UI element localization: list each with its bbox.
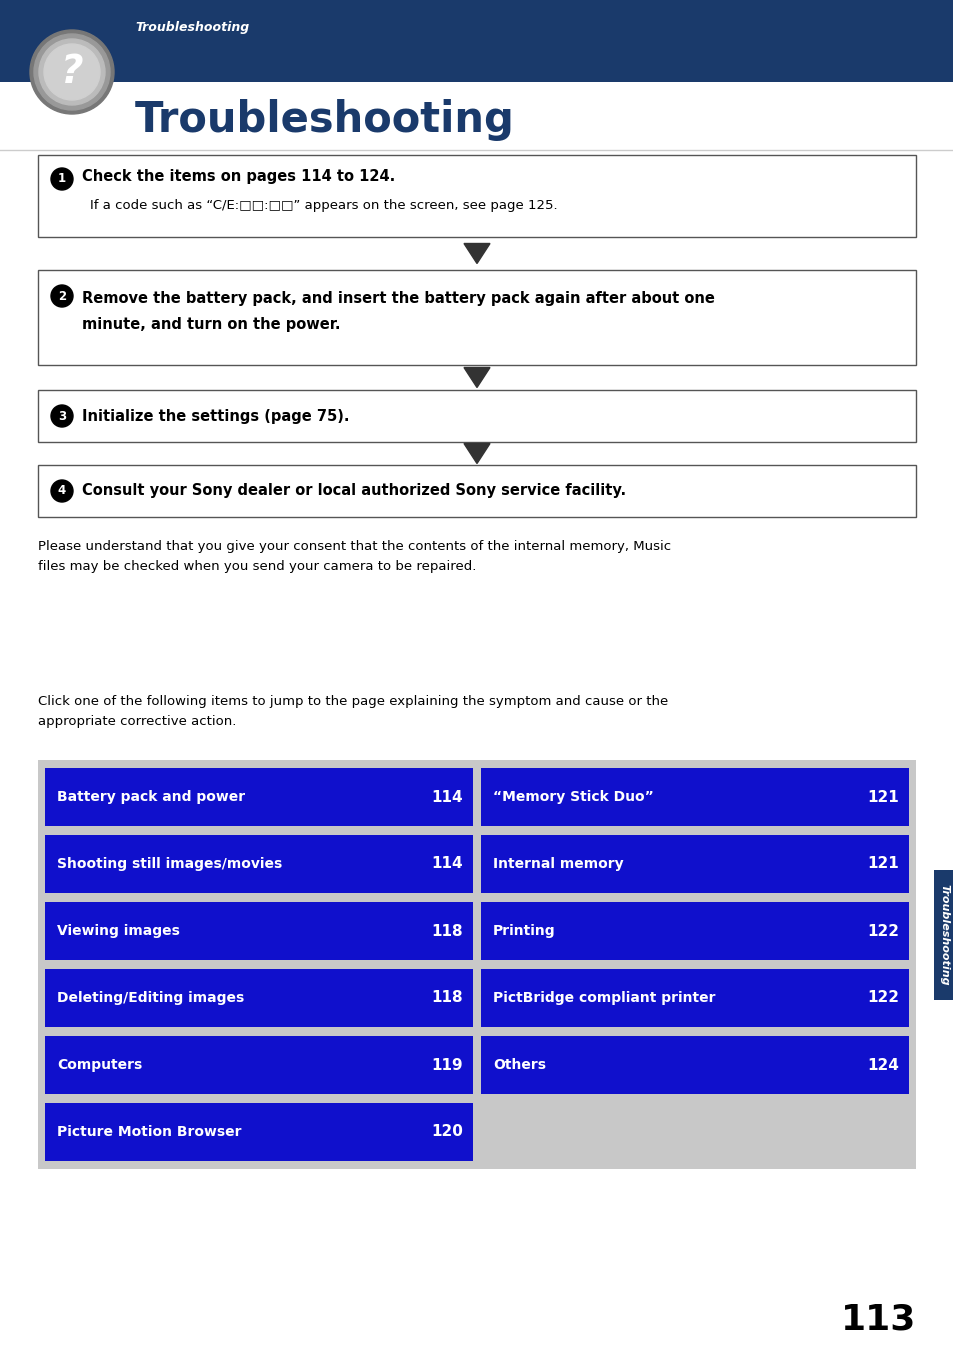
Text: 118: 118 — [431, 924, 462, 939]
Text: Viewing images: Viewing images — [57, 924, 180, 938]
Text: Picture Motion Browser: Picture Motion Browser — [57, 1125, 241, 1139]
Text: 120: 120 — [431, 1125, 462, 1140]
Text: Consult your Sony dealer or local authorized Sony service facility.: Consult your Sony dealer or local author… — [82, 483, 625, 498]
Text: Troubleshooting: Troubleshooting — [135, 99, 515, 141]
Bar — [38, 270, 915, 365]
Text: files may be checked when you send your camera to be repaired.: files may be checked when you send your … — [38, 560, 476, 573]
Text: 114: 114 — [431, 790, 462, 805]
Bar — [45, 1103, 473, 1162]
Polygon shape — [463, 368, 490, 388]
Circle shape — [34, 34, 110, 110]
Text: If you experience trouble with your camera, try the following solutions.: If you experience trouble with your came… — [38, 176, 512, 190]
Text: 113: 113 — [840, 1301, 915, 1337]
Text: 1: 1 — [58, 172, 66, 186]
Circle shape — [44, 43, 100, 100]
Bar — [480, 969, 908, 1027]
Bar — [480, 1035, 908, 1094]
Text: 121: 121 — [866, 856, 898, 871]
Text: Troubleshooting: Troubleshooting — [135, 22, 249, 34]
Bar — [45, 768, 473, 826]
Text: appropriate corrective action.: appropriate corrective action. — [38, 715, 236, 727]
Text: 4: 4 — [58, 484, 66, 498]
Bar — [480, 835, 908, 893]
Bar — [480, 902, 908, 959]
Text: 118: 118 — [431, 991, 462, 1006]
Text: Remove the battery pack, and insert the battery pack again after about one: Remove the battery pack, and insert the … — [82, 290, 714, 305]
Bar — [933, 870, 953, 1000]
Bar — [0, 0, 953, 81]
Text: 3: 3 — [58, 410, 66, 422]
Polygon shape — [463, 243, 490, 263]
Text: Click one of the following items to jump to the page explaining the symptom and : Click one of the following items to jump… — [38, 695, 667, 708]
Text: Internal memory: Internal memory — [493, 858, 623, 871]
Text: Computers: Computers — [57, 1058, 142, 1072]
Circle shape — [30, 30, 113, 114]
Text: 121: 121 — [866, 790, 898, 805]
Text: Battery pack and power: Battery pack and power — [57, 790, 245, 803]
Text: Others: Others — [493, 1058, 545, 1072]
Text: If a code such as “C/E:□□:□□” appears on the screen, see page 125.: If a code such as “C/E:□□:□□” appears on… — [90, 198, 558, 212]
Text: 124: 124 — [866, 1057, 898, 1072]
Circle shape — [39, 39, 105, 104]
Circle shape — [51, 480, 73, 502]
Text: Troubleshooting: Troubleshooting — [938, 885, 948, 985]
Bar — [38, 155, 915, 237]
Text: Check the items on pages 114 to 124.: Check the items on pages 114 to 124. — [82, 170, 395, 185]
Text: 114: 114 — [431, 856, 462, 871]
Text: PictBridge compliant printer: PictBridge compliant printer — [493, 991, 715, 1006]
Circle shape — [51, 168, 73, 190]
Polygon shape — [463, 444, 490, 464]
Text: minute, and turn on the power.: minute, and turn on the power. — [82, 318, 340, 332]
Bar — [480, 768, 908, 826]
Circle shape — [51, 285, 73, 307]
Text: 122: 122 — [866, 924, 898, 939]
Text: Printing: Printing — [493, 924, 555, 938]
Text: 122: 122 — [866, 991, 898, 1006]
Bar — [45, 902, 473, 959]
Bar — [38, 465, 915, 517]
Text: Initialize the settings (page 75).: Initialize the settings (page 75). — [82, 408, 349, 423]
Text: 119: 119 — [431, 1057, 462, 1072]
Text: Deleting/Editing images: Deleting/Editing images — [57, 991, 244, 1006]
Bar — [38, 389, 915, 442]
Bar — [45, 969, 473, 1027]
Text: ?: ? — [61, 53, 83, 91]
Text: 2: 2 — [58, 289, 66, 303]
Bar — [45, 1035, 473, 1094]
Circle shape — [51, 404, 73, 427]
Bar — [45, 835, 473, 893]
Text: “Memory Stick Duo”: “Memory Stick Duo” — [493, 790, 653, 803]
Bar — [38, 760, 915, 1168]
Text: Please understand that you give your consent that the contents of the internal m: Please understand that you give your con… — [38, 540, 670, 554]
Text: Shooting still images/movies: Shooting still images/movies — [57, 858, 282, 871]
